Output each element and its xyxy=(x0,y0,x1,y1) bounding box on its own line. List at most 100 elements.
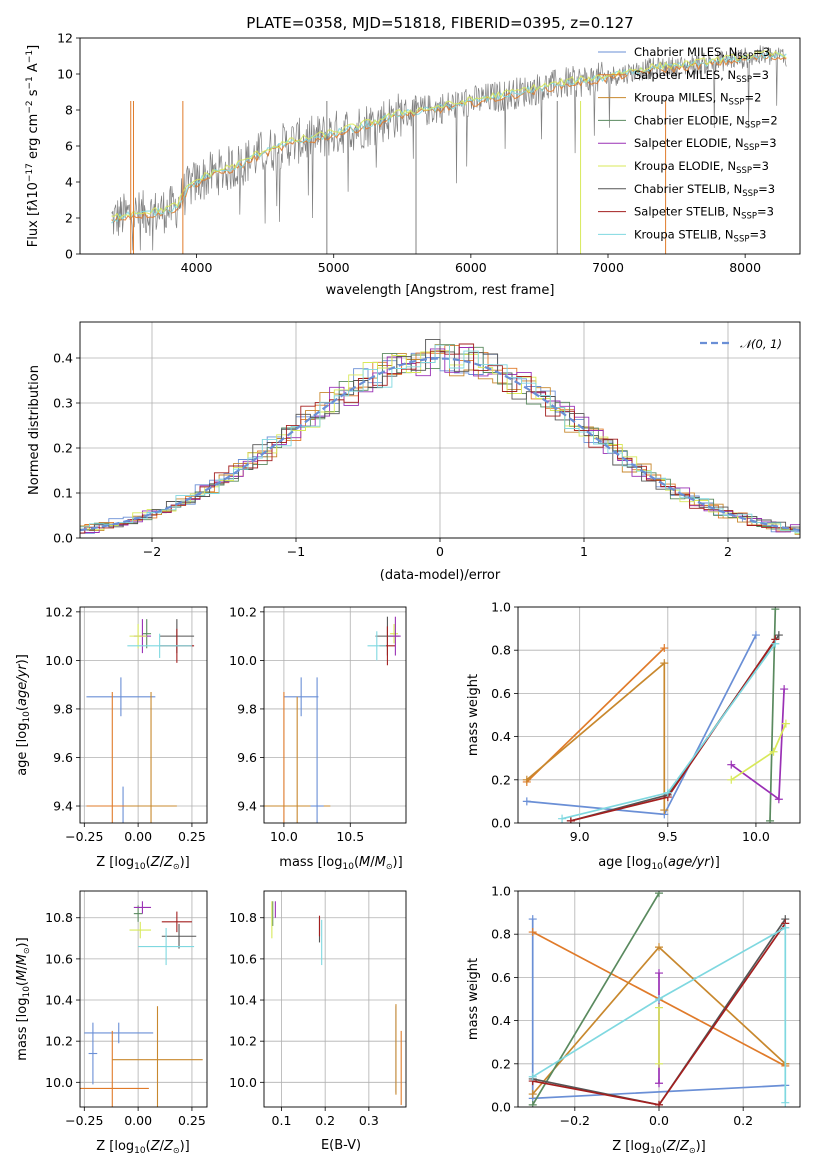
weight-line xyxy=(532,926,787,1103)
x-tick-label: 0.3 xyxy=(359,1113,379,1128)
y-tick-label: 9.6 xyxy=(237,750,257,765)
x-tick-label: 0.25 xyxy=(178,1113,206,1128)
plot-area xyxy=(80,338,800,536)
x-tick-label: 0.25 xyxy=(178,829,206,844)
weight-marker xyxy=(655,943,663,952)
axes-frame xyxy=(517,890,801,1108)
y-tick-label: 0.3 xyxy=(53,396,73,411)
y-tick-label: 10.0 xyxy=(45,653,73,668)
y-tick-label: 10.2 xyxy=(45,1034,73,1049)
x-tick-label: 8000 xyxy=(729,260,761,275)
weight-marker xyxy=(774,631,783,640)
y-tick-label: 10.0 xyxy=(229,653,257,668)
y-tick-label: 10 xyxy=(57,67,73,82)
weight-marker xyxy=(660,806,669,815)
weight-line xyxy=(570,638,777,822)
x-tick-label: 0.1 xyxy=(272,1113,292,1128)
weight-line xyxy=(531,892,660,1106)
weight-marker xyxy=(655,891,663,898)
x-tick-label: 9.0 xyxy=(570,829,590,844)
axes-frame xyxy=(517,606,801,824)
weight-marker xyxy=(655,1079,663,1088)
spectrum-model-line xyxy=(111,53,787,223)
y-tick-label: 0.8 xyxy=(491,643,511,658)
y-tick-label: 0.0 xyxy=(491,816,511,831)
axes-frame xyxy=(263,890,407,1108)
x-axis-label: age [log10(age/yr)] xyxy=(598,855,720,872)
legend-label: Salpeter ELODIE, NSSP=3 xyxy=(634,136,777,153)
x-axis-label: wavelength [Angstrom, rest frame] xyxy=(326,283,555,298)
weight-marker xyxy=(655,1059,663,1068)
weight-marker xyxy=(766,816,775,823)
weight-marker xyxy=(528,1090,537,1099)
y-tick-label: 10.4 xyxy=(229,993,257,1008)
weight-marker xyxy=(655,969,663,978)
y-tick-label: 9.8 xyxy=(237,701,257,716)
plot-area xyxy=(271,901,402,1105)
y-axis-label: age [log10(age/yr)] xyxy=(15,654,32,776)
y-tick-label: 9.4 xyxy=(53,799,73,814)
axes-frame xyxy=(79,37,801,255)
panel-mass_vs_ebv: 0.1 0.2 0.3 10.0 10.2 10.4 10.6 10.8 E(B-V) xyxy=(229,890,407,1153)
weight-marker xyxy=(528,1072,537,1081)
weight-marker xyxy=(727,775,736,784)
x-tick-label: 10.5 xyxy=(336,829,364,844)
y-tick-label: 0.6 xyxy=(491,686,511,701)
residual-histogram xyxy=(80,350,800,534)
legend-label: Chabrier ELODIE, NSSP=2 xyxy=(634,113,778,130)
x-tick-label: −2 xyxy=(143,544,161,559)
x-tick-label: 4000 xyxy=(181,260,213,275)
y-tick-label: 1.0 xyxy=(491,884,511,899)
y-tick-label: 0.2 xyxy=(491,772,511,787)
y-axis-label: mass weight xyxy=(466,674,481,756)
plot-area xyxy=(528,891,790,1107)
x-tick-label: 7000 xyxy=(592,260,624,275)
panel-residuals: −2 −1 0 1 2 0.0 0.1 0.2 0.3 0.4 𝒩(0, 1) (data-model… xyxy=(27,321,801,583)
weight-marker xyxy=(769,747,778,756)
y-tick-label: 10.4 xyxy=(45,993,73,1008)
y-tick-label: 10.8 xyxy=(229,910,257,925)
y-tick-label: 9.4 xyxy=(237,799,257,814)
x-tick-label: −0.25 xyxy=(65,1113,103,1128)
x-axis-label: E(B-V) xyxy=(321,1138,361,1153)
plot-area xyxy=(86,619,195,823)
weight-marker xyxy=(660,644,669,653)
weight-marker xyxy=(522,797,531,806)
weight-marker xyxy=(771,607,780,614)
panel-age_vs_Z: −0.25 0.00 0.25 9.4 9.6 9.8 10.0 10.2 Z [log10(Z… xyxy=(15,604,208,872)
spectrum-legend: Chabrier MILES, NSSP=3 Salpeter MILES, NS… xyxy=(598,45,778,244)
x-tick-label: 0.00 xyxy=(124,829,152,844)
y-tick-label: 0.8 xyxy=(491,927,511,942)
axes-frame xyxy=(263,606,407,824)
x-tick-label: 10.0 xyxy=(270,829,298,844)
weight-marker xyxy=(663,788,672,797)
y-tick-label: 0 xyxy=(65,247,73,262)
y-tick-label: 10.2 xyxy=(45,604,73,619)
x-tick-label: −0.25 xyxy=(65,829,103,844)
x-axis-label: Z [log10(Z/Z⊙)] xyxy=(96,1139,190,1156)
legend-label: Chabrier STELIB, NSSP=3 xyxy=(634,182,775,199)
x-tick-label: 0.2 xyxy=(733,1113,753,1128)
y-tick-label: 10.0 xyxy=(45,1075,73,1090)
weight-marker xyxy=(522,775,531,784)
weight-marker xyxy=(771,639,780,648)
gaussian-curve xyxy=(80,357,800,532)
x-tick-label: 0.0 xyxy=(649,1113,669,1128)
y-tick-label: 0.0 xyxy=(491,1100,511,1115)
plot-area xyxy=(111,45,787,254)
x-tick-label: 6000 xyxy=(455,260,487,275)
y-tick-label: 12 xyxy=(57,31,73,46)
y-tick-label: 6 xyxy=(65,139,73,154)
x-axis-label: Z [log10(Z/Z⊙)] xyxy=(612,1139,706,1156)
legend-label: 𝒩(0, 1) xyxy=(740,337,782,351)
y-tick-label: 9.6 xyxy=(53,750,73,765)
residual-histogram xyxy=(80,343,800,534)
y-tick-label: 0.2 xyxy=(491,1056,511,1071)
residual-histogram xyxy=(80,338,800,531)
weight-marker xyxy=(781,923,790,932)
panel-mass_vs_Z: −0.25 0.00 0.25 10.0 10.2 10.4 10.6 10.8 Z [log1… xyxy=(15,890,208,1156)
figure-title: PLATE=0358, MJD=51818, FIBERID=0395, z=0… xyxy=(246,14,633,32)
x-axis-label: Z [log10(Z/Z⊙)] xyxy=(96,855,190,872)
x-tick-label: 10.0 xyxy=(742,829,770,844)
